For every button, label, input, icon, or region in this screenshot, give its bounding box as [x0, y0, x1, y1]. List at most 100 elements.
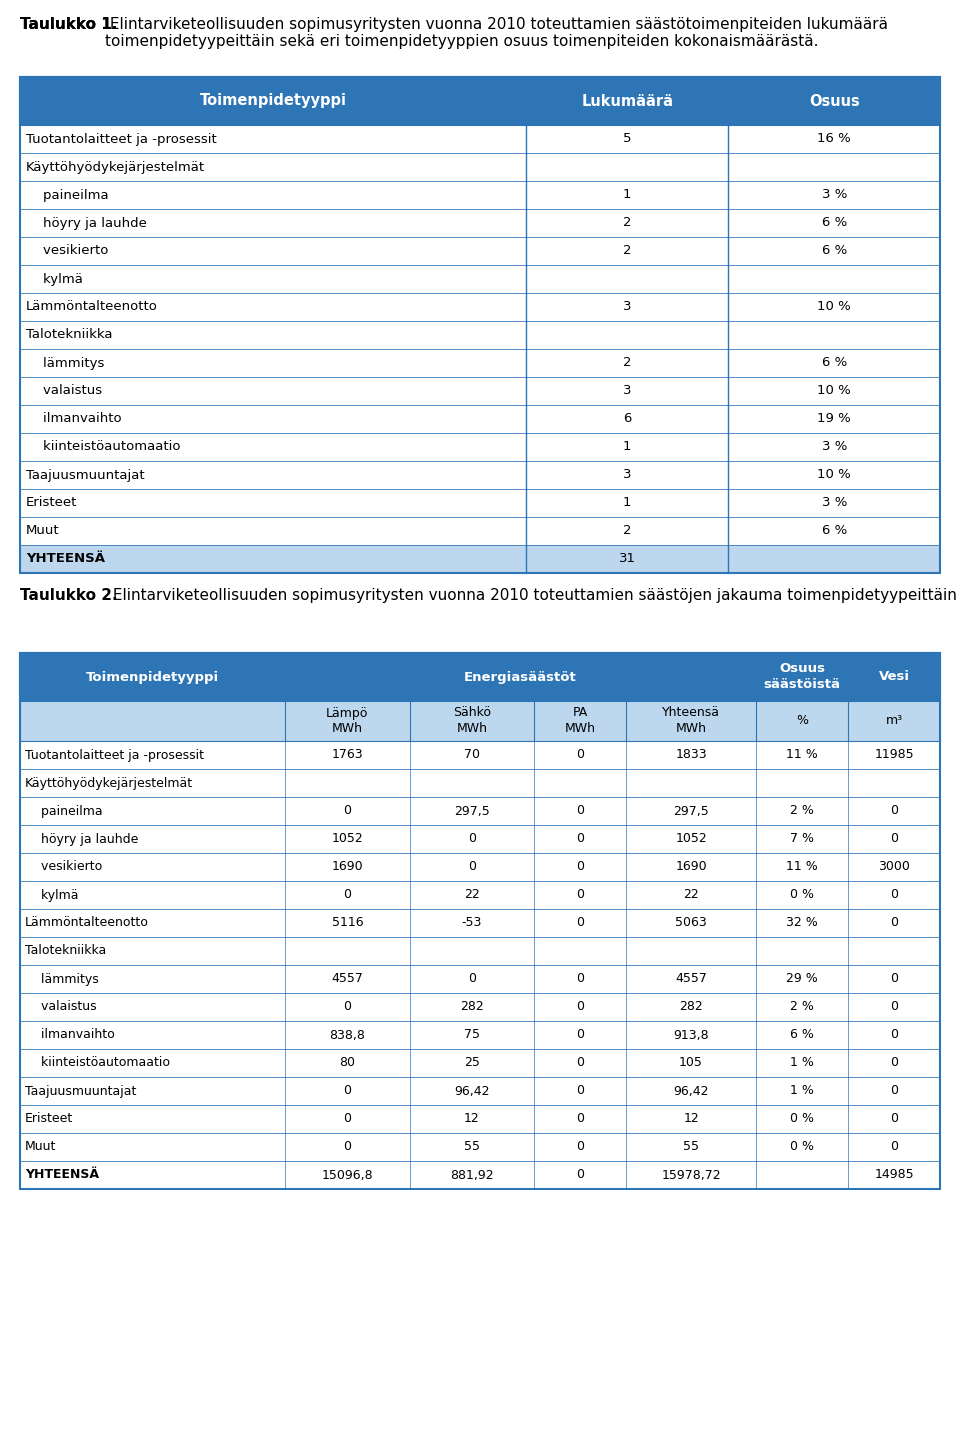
Text: 0: 0 [576, 832, 584, 845]
Bar [20, 1022, 940, 1049]
Bar [20, 909, 940, 938]
Text: 0: 0 [890, 1056, 898, 1069]
Text: Yhteensä
MWh: Yhteensä MWh [662, 706, 720, 735]
Text: 25: 25 [464, 1056, 480, 1069]
Text: kylmä: kylmä [26, 272, 83, 285]
Text: 297,5: 297,5 [673, 805, 708, 818]
Text: 0: 0 [890, 1113, 898, 1126]
Text: kiinteistöautomaatio: kiinteistöautomaatio [26, 440, 180, 453]
Bar [20, 181, 940, 208]
Text: 0: 0 [576, 1140, 584, 1153]
Text: 0: 0 [576, 1084, 584, 1097]
Text: 1 %: 1 % [790, 1056, 814, 1069]
Text: 0 %: 0 % [790, 888, 814, 901]
Text: 5116: 5116 [331, 916, 363, 929]
Text: 10 %: 10 % [817, 301, 852, 314]
Text: 6 %: 6 % [790, 1029, 814, 1042]
Bar [20, 349, 940, 378]
Text: 1: 1 [623, 496, 632, 509]
Text: vesikierto: vesikierto [26, 245, 108, 258]
Text: 1: 1 [623, 188, 632, 201]
Text: 96,42: 96,42 [454, 1084, 490, 1097]
Text: 0: 0 [344, 1140, 351, 1153]
Bar [20, 965, 940, 993]
Text: 0: 0 [576, 1113, 584, 1126]
Text: 0: 0 [576, 916, 584, 929]
Text: 2: 2 [623, 524, 632, 537]
Text: 6 %: 6 % [822, 217, 847, 230]
Text: 0: 0 [890, 916, 898, 929]
Text: Elintarviketeollisuuden sopimusyritysten vuonna 2010 toteuttamien säästötoimenpi: Elintarviketeollisuuden sopimusyritysten… [105, 17, 888, 49]
Text: 297,5: 297,5 [454, 805, 490, 818]
Bar [20, 77, 940, 573]
Text: 6 %: 6 % [822, 524, 847, 537]
Text: 0: 0 [890, 972, 898, 985]
Text: 0 %: 0 % [790, 1140, 814, 1153]
Bar [20, 768, 940, 797]
Text: 1052: 1052 [331, 832, 363, 845]
Bar [20, 797, 940, 825]
Text: valaistus: valaistus [26, 385, 102, 398]
Text: 22: 22 [684, 888, 699, 901]
Text: 0: 0 [344, 1084, 351, 1097]
Bar [20, 124, 940, 153]
Text: m³: m³ [885, 715, 902, 728]
Text: Taulukko 1.: Taulukko 1. [20, 17, 117, 32]
Bar [20, 993, 940, 1022]
Text: 70: 70 [464, 748, 480, 761]
Text: Lämpö
MWh: Lämpö MWh [326, 706, 369, 735]
Text: Käyttöhyödykejärjestelmät: Käyttöhyödykejärjestelmät [25, 777, 193, 790]
Text: 6: 6 [623, 412, 632, 425]
Text: 11 %: 11 % [786, 861, 818, 874]
Text: Talotekniikka: Talotekniikka [25, 945, 107, 958]
Text: 0: 0 [890, 1140, 898, 1153]
Text: Sähkö
MWh: Sähkö MWh [453, 706, 491, 735]
Bar [20, 378, 940, 405]
Bar [20, 741, 940, 768]
Text: 0: 0 [890, 1000, 898, 1013]
Text: Lämmöntalteenotto: Lämmöntalteenotto [25, 916, 149, 929]
Text: 838,8: 838,8 [329, 1029, 366, 1042]
Text: 10 %: 10 % [817, 469, 852, 482]
Text: 1: 1 [623, 440, 632, 453]
Text: 4557: 4557 [675, 972, 707, 985]
Text: 0: 0 [468, 861, 476, 874]
Bar [20, 153, 940, 181]
Text: 0: 0 [344, 805, 351, 818]
Text: 0: 0 [576, 861, 584, 874]
Bar [20, 208, 940, 237]
Text: 0: 0 [890, 805, 898, 818]
Text: valaistus: valaistus [25, 1000, 97, 1013]
Text: höyry ja lauhde: höyry ja lauhde [25, 832, 138, 845]
Bar [20, 653, 940, 700]
Text: 0: 0 [576, 1056, 584, 1069]
Text: 15978,72: 15978,72 [661, 1169, 721, 1182]
Text: 0: 0 [576, 1000, 584, 1013]
Text: 1052: 1052 [675, 832, 707, 845]
Text: 31: 31 [618, 553, 636, 566]
Text: Osuus: Osuus [809, 94, 859, 109]
Text: 16 %: 16 % [817, 133, 852, 146]
Text: 3: 3 [623, 301, 632, 314]
Bar [20, 546, 940, 573]
Text: Taajuusmuuntajat: Taajuusmuuntajat [26, 469, 145, 482]
Text: lämmitys: lämmitys [25, 972, 99, 985]
Text: 29 %: 29 % [786, 972, 818, 985]
Text: Toimenpidetyyppi: Toimenpidetyyppi [86, 670, 219, 683]
Text: 0: 0 [890, 832, 898, 845]
Text: 1 %: 1 % [790, 1084, 814, 1097]
Text: Elintarviketeollisuuden sopimusyritysten vuonna 2010 toteuttamien säästöjen jaka: Elintarviketeollisuuden sopimusyritysten… [108, 587, 960, 603]
Bar [20, 265, 940, 292]
Text: 0 %: 0 % [790, 1113, 814, 1126]
Text: 2 %: 2 % [790, 805, 814, 818]
Text: 55: 55 [684, 1140, 699, 1153]
Bar [20, 1077, 940, 1106]
Text: 11 %: 11 % [786, 748, 818, 761]
Text: 32 %: 32 % [786, 916, 818, 929]
Text: Vesi: Vesi [878, 670, 909, 683]
Text: -53: -53 [462, 916, 482, 929]
Text: 80: 80 [340, 1056, 355, 1069]
Text: Toimenpidetyyppi: Toimenpidetyyppi [200, 94, 347, 109]
Text: ilmanvaihto: ilmanvaihto [26, 412, 122, 425]
Text: ilmanvaihto: ilmanvaihto [25, 1029, 115, 1042]
